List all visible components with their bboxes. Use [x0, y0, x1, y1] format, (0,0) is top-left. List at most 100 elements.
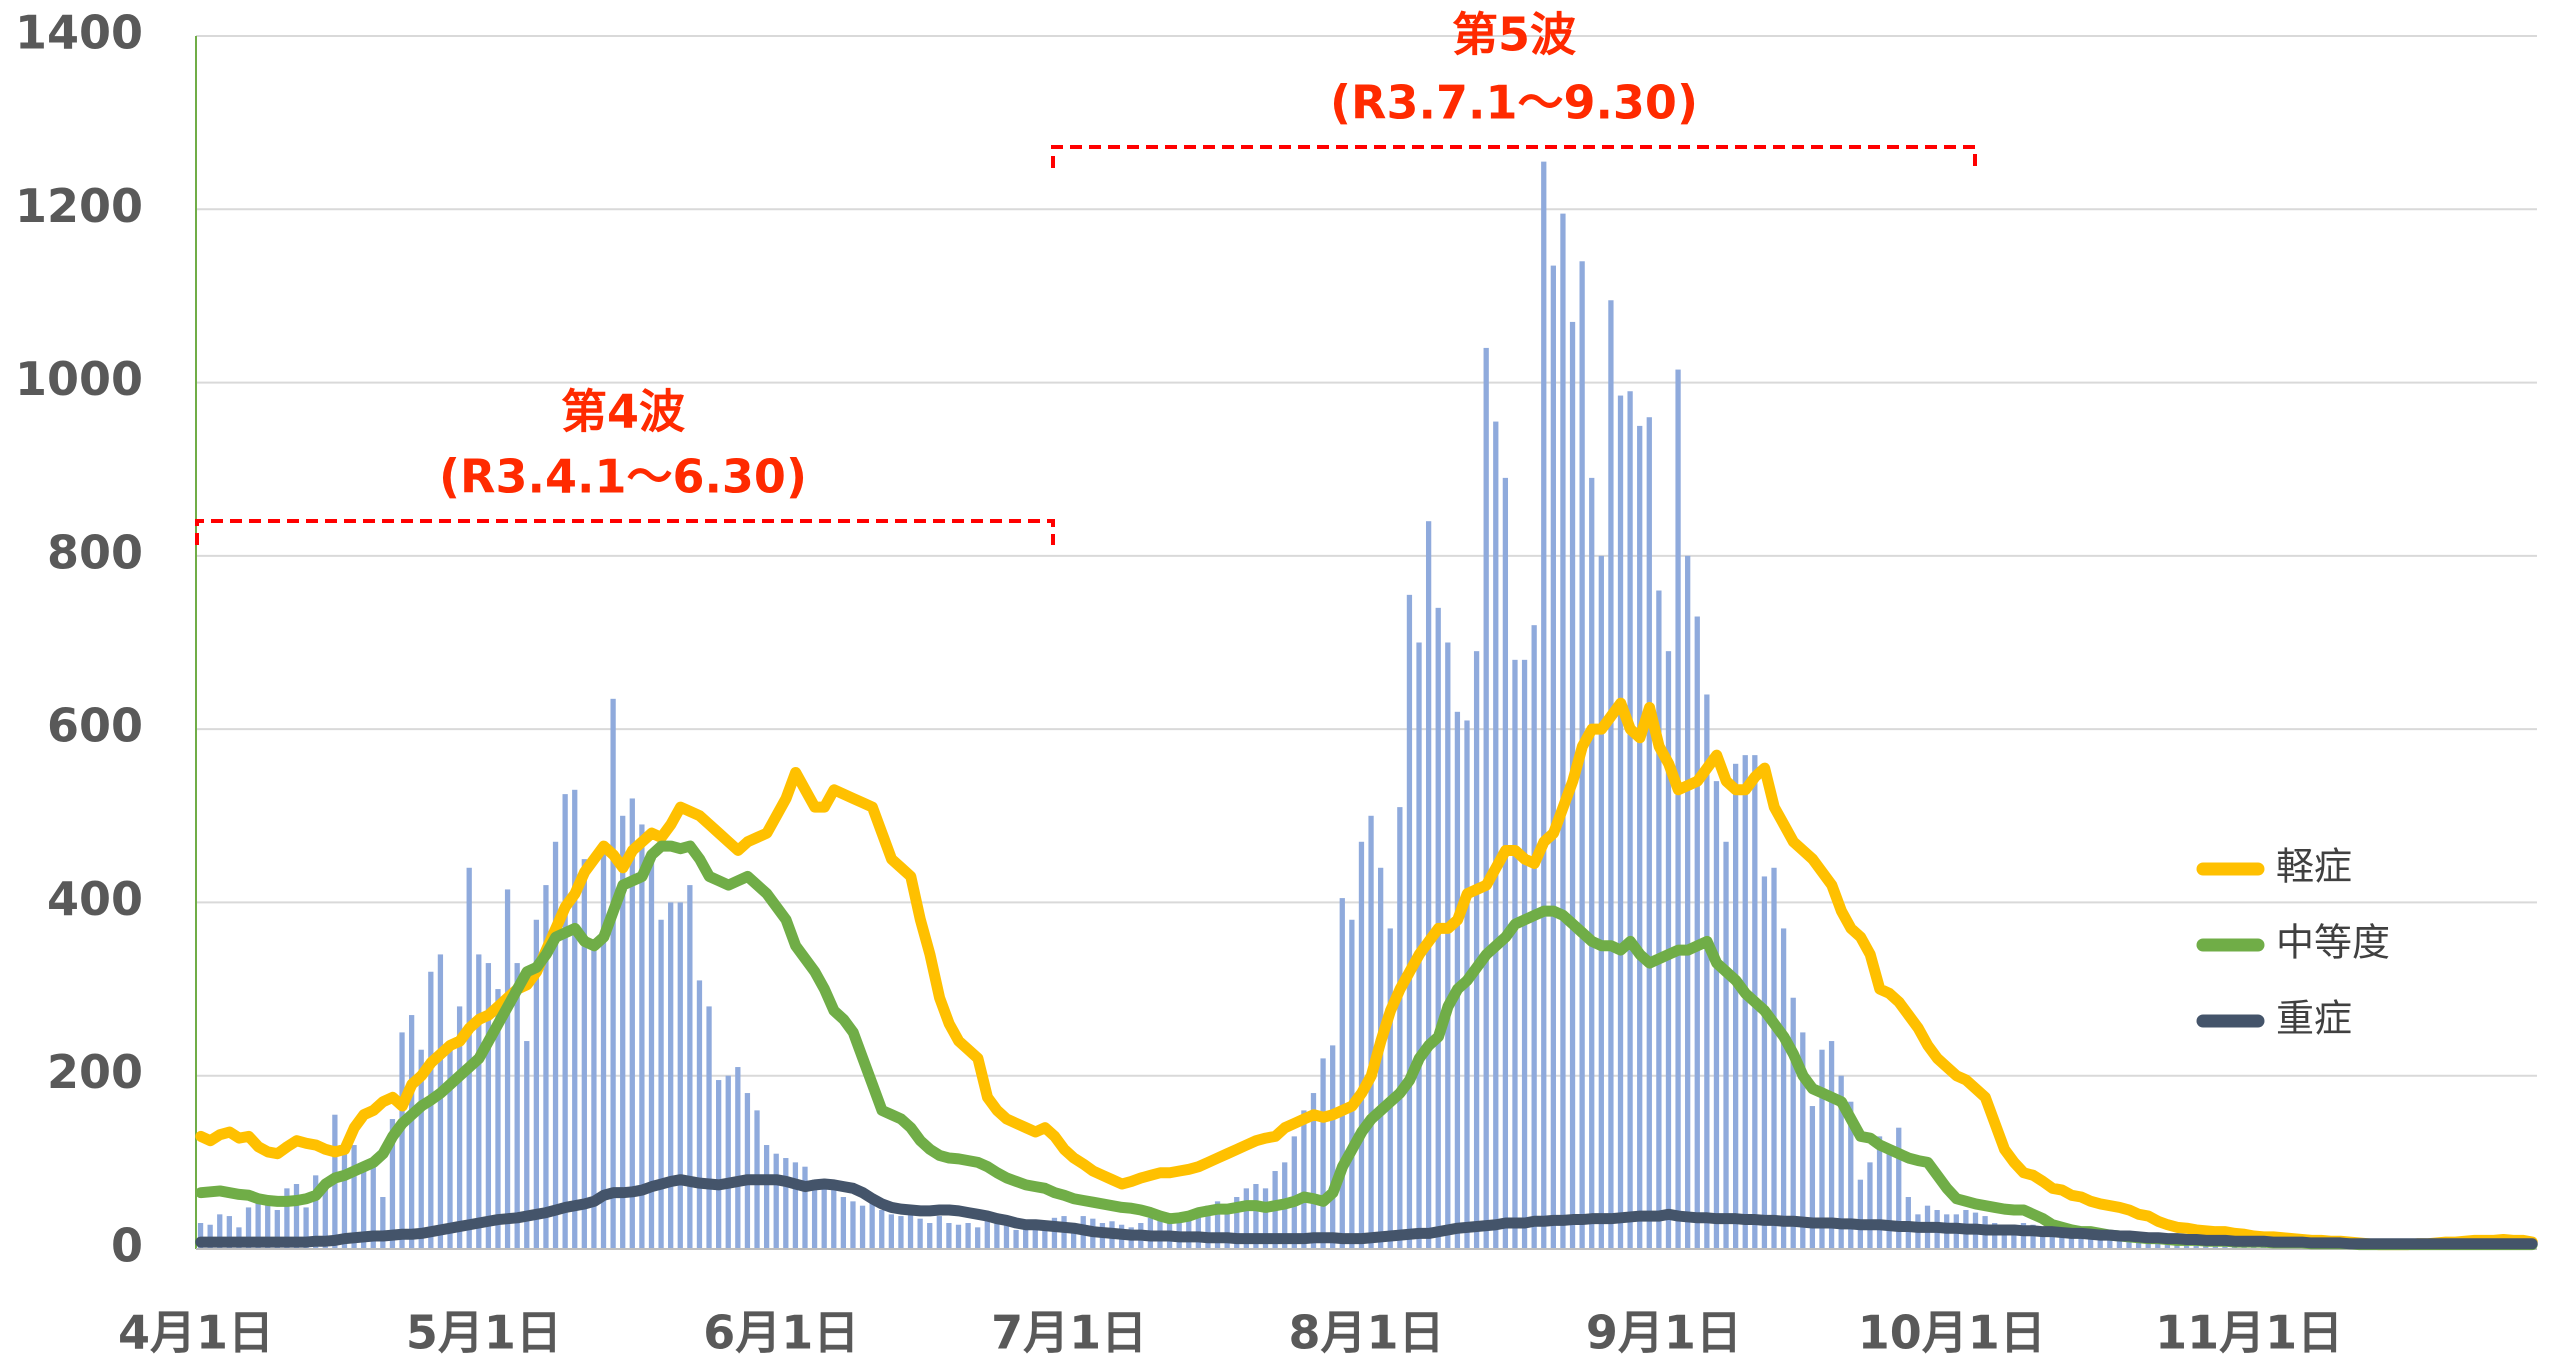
y-tick-label: 1000	[15, 352, 143, 406]
bar	[399, 1032, 404, 1249]
bar	[630, 798, 635, 1249]
annotation: 第5波	[1452, 8, 1576, 62]
bar	[735, 1067, 740, 1249]
bar	[1781, 928, 1786, 1249]
bar	[965, 1223, 970, 1249]
bar	[1426, 521, 1431, 1249]
bar	[1349, 920, 1354, 1249]
bar	[1388, 928, 1393, 1249]
bar	[697, 980, 702, 1249]
bar	[716, 1080, 721, 1249]
x-tick-label: 8月1日	[1288, 1306, 1444, 1360]
bar	[1656, 591, 1661, 1249]
bar	[831, 1188, 836, 1249]
x-tick-label: 5月1日	[406, 1306, 562, 1360]
bar	[658, 920, 663, 1249]
bar	[802, 1167, 807, 1249]
bar	[1762, 876, 1767, 1249]
bar	[582, 859, 587, 1249]
bar	[1551, 266, 1556, 1249]
bar	[1493, 422, 1498, 1249]
bar	[1887, 1145, 1892, 1249]
bar	[1541, 162, 1546, 1249]
bar	[1071, 1232, 1076, 1249]
bar	[515, 963, 520, 1249]
bar	[687, 885, 692, 1249]
y-tick-label: 400	[47, 872, 143, 926]
bar	[745, 1093, 750, 1249]
bar	[1532, 625, 1537, 1249]
y-tick-label: 1200	[15, 179, 143, 233]
x-tick-label: 6月1日	[703, 1306, 859, 1360]
bar	[409, 1015, 414, 1249]
bar	[1407, 595, 1412, 1249]
bar	[1330, 1045, 1335, 1249]
bar	[1791, 998, 1796, 1249]
bar	[937, 1216, 942, 1249]
bar	[850, 1201, 855, 1249]
bar	[428, 972, 433, 1249]
bar	[1397, 807, 1402, 1249]
bar	[678, 902, 683, 1249]
bar	[956, 1225, 961, 1249]
bar	[1512, 660, 1517, 1249]
bar	[879, 1210, 884, 1249]
line	[201, 703, 2532, 1245]
bar	[1733, 764, 1738, 1249]
bar	[917, 1219, 922, 1249]
bar	[1340, 898, 1345, 1249]
bar	[1320, 1058, 1325, 1249]
bar	[1368, 816, 1373, 1249]
bar	[553, 842, 558, 1249]
annotation: (R3.7.1～9.30)	[1330, 76, 1698, 130]
bar	[860, 1206, 865, 1249]
bar	[927, 1223, 932, 1249]
bar	[822, 1188, 827, 1249]
bar	[1608, 300, 1613, 1249]
bar	[572, 790, 577, 1249]
lines	[201, 703, 2532, 1245]
bar	[1484, 348, 1489, 1249]
bar	[994, 1223, 999, 1249]
bar	[486, 963, 491, 1249]
bar	[601, 842, 606, 1249]
bar	[476, 954, 481, 1249]
x-tick-label: 7月1日	[991, 1306, 1147, 1360]
bar	[668, 902, 673, 1249]
bar	[1675, 370, 1680, 1249]
x-tick-label: 11月1日	[2155, 1306, 2343, 1360]
annotation: (R3.4.1～6.30)	[439, 450, 807, 504]
bar	[1647, 417, 1652, 1249]
bar	[1627, 391, 1632, 1249]
bar	[726, 1076, 731, 1249]
bar	[1359, 842, 1364, 1249]
bar	[1867, 1162, 1872, 1249]
y-tick-label: 200	[47, 1045, 143, 1099]
bar	[889, 1214, 894, 1249]
bar	[1589, 478, 1594, 1249]
bar	[706, 1006, 711, 1249]
bar	[1618, 396, 1623, 1249]
bar	[563, 794, 568, 1249]
bar	[1637, 426, 1642, 1249]
bar	[1292, 1136, 1297, 1249]
y-tick-label: 800	[47, 525, 143, 579]
line	[201, 846, 2532, 1245]
bar	[908, 1214, 913, 1249]
legend-label: 中等度	[2276, 921, 2390, 965]
bar	[1599, 556, 1604, 1249]
bar	[946, 1223, 951, 1249]
wave4-bracket	[197, 521, 1053, 545]
x-tick-label: 4月1日	[118, 1306, 274, 1360]
bar	[1445, 643, 1450, 1250]
legend: 軽症中等度重症	[2203, 845, 2390, 1041]
wave5-bracket	[1053, 147, 1975, 168]
legend-label: 重症	[2276, 997, 2352, 1041]
annotation: 第4波	[561, 385, 685, 439]
bar	[1013, 1230, 1018, 1249]
bar	[793, 1162, 798, 1249]
bar	[1771, 868, 1776, 1249]
bar	[975, 1227, 980, 1249]
bar	[1723, 842, 1728, 1249]
x-tick-label: 9月1日	[1586, 1306, 1742, 1360]
